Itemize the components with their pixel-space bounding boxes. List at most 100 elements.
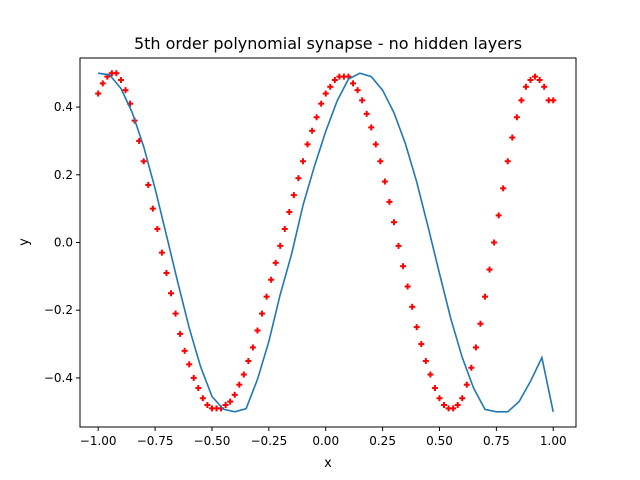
x-tick-label: −1.00 <box>80 434 117 448</box>
scatter-point <box>95 90 102 97</box>
scatter-point <box>281 225 288 232</box>
scatter-point <box>277 242 284 249</box>
x-tick-label: 0.25 <box>369 434 396 448</box>
scatter-point <box>354 87 361 94</box>
scatter-point <box>199 395 206 402</box>
scatter-point <box>295 175 302 182</box>
scatter-point <box>513 114 520 121</box>
scatter-point <box>491 239 498 246</box>
scatter-point <box>304 141 311 148</box>
scatter-point <box>299 158 306 165</box>
scatter-point <box>504 158 511 165</box>
x-tick-label: −0.50 <box>194 434 231 448</box>
scatter-point <box>350 80 357 87</box>
scatter-point <box>245 357 252 364</box>
scatter-point <box>227 398 234 405</box>
scatter-point <box>400 263 407 270</box>
scatter-point <box>259 310 266 317</box>
scatter-point <box>231 391 238 398</box>
scatter-point <box>313 114 320 121</box>
scatter-point <box>431 385 438 392</box>
y-tick-label: 0.4 <box>54 100 73 114</box>
x-axis-ticks: −1.00 −0.75 −0.50 −0.25 0.00 0.25 0.50 0.75 1.00 <box>80 427 567 448</box>
scatter-point <box>486 266 493 273</box>
scatter-point <box>372 141 379 148</box>
scatter-point <box>381 178 388 185</box>
scatter-point <box>254 327 261 334</box>
scatter-point <box>550 97 557 104</box>
scatter-point <box>463 381 470 388</box>
scatter-point <box>454 401 461 408</box>
scatter-point <box>186 361 193 368</box>
x-tick-label: 0.00 <box>312 434 339 448</box>
scatter-point <box>122 87 129 94</box>
y-tick-label: 0.0 <box>54 236 73 250</box>
series-line <box>98 72 554 413</box>
scatter-layer <box>95 70 557 412</box>
scatter-point <box>168 290 175 297</box>
scatter-point <box>113 70 120 77</box>
scatter-point <box>536 77 543 84</box>
scatter-point <box>204 401 211 408</box>
y-axis-ticks: −0.4 −0.2 0.0 0.2 0.4 <box>44 100 80 385</box>
scatter-point <box>427 371 434 378</box>
scatter-point <box>377 158 384 165</box>
scatter-point <box>190 374 197 381</box>
scatter-point <box>268 276 275 283</box>
scatter-point <box>99 80 106 87</box>
scatter-point <box>481 293 488 300</box>
scatter-point <box>404 283 411 290</box>
scatter-point <box>117 77 124 84</box>
scatter-point <box>163 269 170 276</box>
scatter-point <box>249 344 256 351</box>
scatter-point <box>495 212 502 219</box>
scatter-point <box>154 225 161 232</box>
scatter-point <box>286 209 293 216</box>
plot-frame <box>79 57 577 428</box>
y-tick-label: −0.2 <box>44 303 73 317</box>
scatter-point <box>263 293 270 300</box>
scatter-point <box>436 395 443 402</box>
scatter-point <box>172 310 179 317</box>
scatter-point <box>390 219 397 226</box>
scatter-point <box>518 97 525 104</box>
scatter-point <box>359 97 366 104</box>
scatter-point <box>158 249 165 256</box>
scatter-point <box>409 303 416 310</box>
scatter-point <box>222 401 229 408</box>
y-tick-label: −0.4 <box>44 371 73 385</box>
x-tick-label: 0.75 <box>483 434 510 448</box>
scatter-point <box>272 259 279 266</box>
scatter-point <box>145 181 152 188</box>
scatter-point <box>450 405 457 412</box>
scatter-point <box>541 83 548 90</box>
scatter-point <box>413 324 420 331</box>
y-axis-label: y <box>17 238 32 246</box>
x-axis-label: x <box>324 456 332 471</box>
scatter-point <box>181 347 188 354</box>
scatter-point <box>368 124 375 131</box>
scatter-point <box>290 192 297 199</box>
scatter-point <box>309 127 316 134</box>
scatter-point <box>422 357 429 364</box>
scatter-point <box>500 185 507 192</box>
scatter-point <box>331 77 338 84</box>
plot-area <box>79 57 577 428</box>
scatter-point <box>363 110 370 117</box>
scatter-point <box>386 198 393 205</box>
scatter-point <box>418 341 425 348</box>
scatter-point <box>441 401 448 408</box>
chart-title: 5th order polynomial synapse - no hidden… <box>134 34 522 53</box>
scatter-point <box>327 83 334 90</box>
x-tick-label: 0.50 <box>426 434 453 448</box>
scatter-point <box>195 385 202 392</box>
x-tick-label: −0.25 <box>250 434 287 448</box>
scatter-point <box>240 371 247 378</box>
scatter-point <box>472 344 479 351</box>
scatter-point <box>522 83 529 90</box>
scatter-point <box>318 100 325 107</box>
scatter-point <box>236 381 243 388</box>
scatter-point <box>140 158 147 165</box>
scatter-point <box>459 395 466 402</box>
